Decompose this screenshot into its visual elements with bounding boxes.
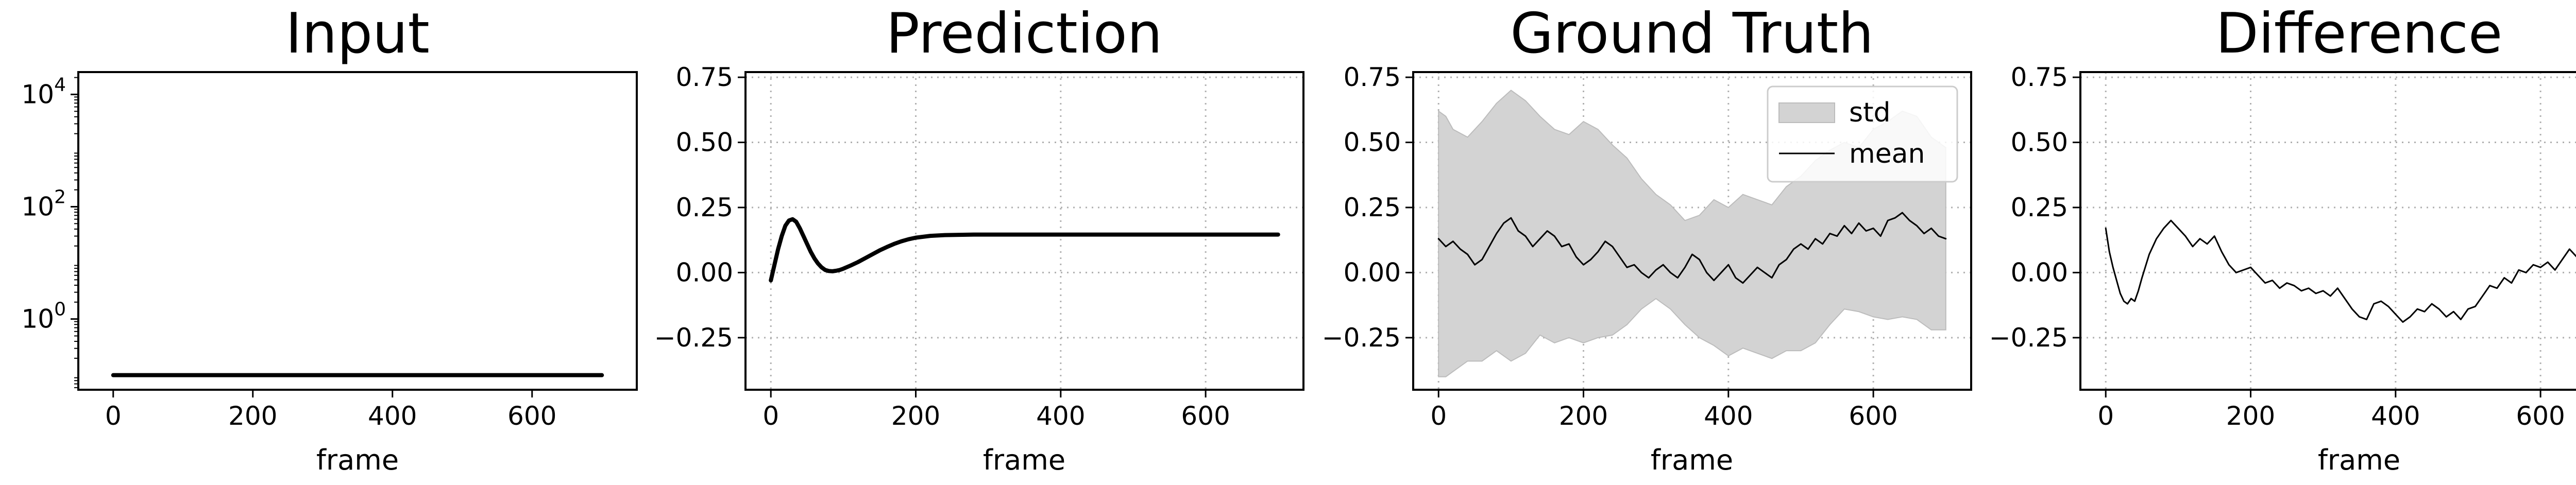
x-tick-label: 200 — [1559, 401, 1608, 431]
y-tick-label: 0.50 — [676, 128, 733, 158]
x-tick-label: 400 — [1036, 401, 1085, 431]
legend-label-std: std — [1849, 97, 1891, 128]
series-line — [2105, 219, 2576, 323]
y-tick-label: 100 — [21, 299, 66, 334]
series-line — [769, 217, 1280, 283]
x-tick-label: 600 — [1181, 401, 1230, 431]
x-tick-label: 0 — [2097, 401, 2114, 431]
y-tick-label: 0.75 — [2011, 62, 2068, 92]
y-tick-label: 0.75 — [676, 62, 733, 92]
y-tick-label: 0.25 — [2011, 193, 2068, 222]
x-tick-label: 200 — [228, 401, 277, 431]
x-axis-label: frame — [1651, 444, 1733, 476]
mean-line — [1437, 212, 1947, 284]
x-tick-label: 200 — [891, 401, 940, 431]
y-tick-label: 0.00 — [2011, 257, 2068, 287]
x-tick-label: 200 — [2226, 401, 2275, 431]
y-tick-label: −0.25 — [1989, 323, 2068, 353]
chart-title: Prediction — [886, 2, 1163, 66]
y-tick-label: 0.25 — [1344, 193, 1401, 222]
chart-title: Input — [285, 2, 430, 66]
x-axis-label: frame — [2318, 444, 2400, 476]
x-tick-label: 400 — [1704, 401, 1753, 431]
x-tick-label: 600 — [1849, 401, 1897, 431]
legend-label-mean: mean — [1849, 138, 1925, 169]
x-axis-label: frame — [316, 444, 399, 476]
chart-title: Ground Truth — [1510, 2, 1873, 66]
axes-frame — [744, 71, 1304, 391]
x-tick-label: 0 — [762, 401, 779, 431]
y-tick-label: −0.25 — [654, 323, 733, 353]
y-tick-label: 0.00 — [676, 257, 733, 287]
y-tick-label: 102 — [21, 187, 66, 222]
y-tick-label: 0.00 — [1344, 257, 1401, 287]
x-tick-label: 600 — [507, 401, 556, 431]
x-tick-label: 400 — [368, 401, 417, 431]
y-tick-label: 104 — [21, 74, 66, 109]
y-tick-label: −0.25 — [1322, 323, 1401, 353]
x-axis-label: frame — [983, 444, 1065, 476]
axes-frame — [2079, 71, 2576, 391]
legend: std mean — [1767, 85, 1958, 183]
panel-difference: Difference frame 0 200 400 600 −0.25 0.00 0.25… — [1989, 2, 2576, 476]
chart-title: Difference — [2216, 2, 2503, 66]
x-tick-label: 400 — [2371, 401, 2420, 431]
y-tick-label: 0.50 — [1344, 128, 1401, 158]
axes-frame — [1412, 71, 1972, 391]
panel-ground-truth: Ground Truth frame 0 200 400 600 −0.25 0.00 0.… — [1322, 2, 1972, 476]
y-tick-label: 0.25 — [676, 193, 733, 222]
panel-input: Input frame 0 200 400 600 100 102 104 — [21, 2, 638, 476]
x-tick-label: 600 — [2516, 401, 2565, 431]
x-tick-label: 0 — [105, 401, 122, 431]
legend-swatch-std — [1778, 102, 1835, 123]
y-tick-label: 0.75 — [1344, 62, 1401, 92]
y-tick-label: 0.50 — [2011, 128, 2068, 158]
panel-prediction: Prediction frame 0 200 400 600 −0.25 0.00 0.25… — [654, 2, 1304, 476]
axes-frame — [77, 71, 638, 391]
x-tick-label: 0 — [1430, 401, 1447, 431]
